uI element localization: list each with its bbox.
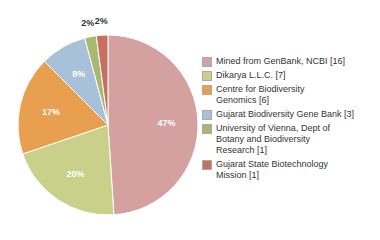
svg-text:20%: 20% bbox=[66, 169, 84, 179]
html-text:Gujarat Biodiversity Gene Bank: Gujarat Biodiversity Gene Bank [3] bbox=[216, 109, 355, 119]
svg-text:8%: 8% bbox=[72, 69, 85, 79]
svg-text:47%: 47% bbox=[157, 118, 175, 128]
svg-text:2%: 2% bbox=[95, 16, 108, 26]
html-text:Centre for Biodiversity Genomi: Centre for Biodiversity Genomics [6] bbox=[216, 84, 305, 105]
html-text:Gujarat State Biotechnology Mi: Gujarat State Biotechnology Mission [1] bbox=[216, 159, 329, 180]
svg-text:17%: 17% bbox=[42, 107, 60, 117]
svg-text:2%: 2% bbox=[81, 18, 94, 28]
html-text:University of Vienna, Dept of: University of Vienna, Dept of Botany and… bbox=[216, 123, 330, 155]
html-text:Dikarya L.L.C. [7]: Dikarya L.L.C. [7] bbox=[216, 70, 286, 80]
html-text:Mined from GenBank, NCBI [16]: Mined from GenBank, NCBI [16] bbox=[216, 56, 346, 66]
